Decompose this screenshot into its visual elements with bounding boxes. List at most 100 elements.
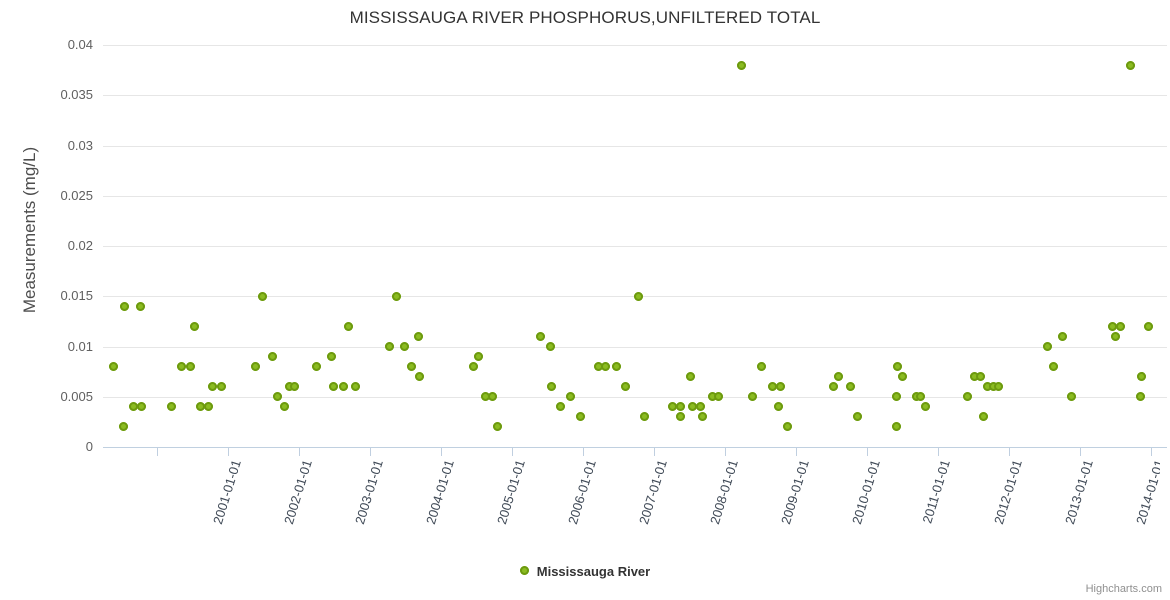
scatter-point[interactable] [1057, 331, 1067, 341]
legend-item-mississauga-river[interactable]: Mississauga River [519, 563, 650, 579]
scatter-point[interactable] [267, 352, 277, 362]
scatter-point[interactable] [406, 362, 416, 372]
scatter-point[interactable] [675, 412, 685, 422]
scatter-point[interactable] [993, 382, 1003, 392]
scatter-point[interactable] [250, 362, 260, 372]
scatter-point[interactable] [736, 60, 746, 70]
scatter-point[interactable] [326, 352, 336, 362]
y-axis-tick-label: 0.04 [67, 37, 93, 52]
scatter-point[interactable] [468, 362, 478, 372]
scatter-point[interactable] [108, 362, 118, 372]
scatter-point[interactable] [639, 412, 649, 422]
scatter-point[interactable] [413, 331, 423, 341]
scatter-point[interactable] [988, 382, 998, 392]
highcharts-credit-link[interactable]: Highcharts.com [1085, 583, 1162, 595]
scatter-point[interactable] [773, 402, 783, 412]
scatter-point[interactable] [891, 392, 901, 402]
scatter-point[interactable] [915, 392, 925, 402]
scatter-point[interactable] [257, 291, 267, 301]
scatter-point[interactable] [1143, 321, 1153, 331]
scatter-point[interactable] [697, 412, 707, 422]
scatter-point[interactable] [555, 402, 565, 412]
scatter-point[interactable] [575, 412, 585, 422]
scatter-point[interactable] [311, 362, 321, 372]
scatter-point[interactable] [828, 382, 838, 392]
scatter-point[interactable] [166, 402, 176, 412]
scatter-point[interactable] [833, 372, 843, 382]
scatter-point[interactable] [747, 392, 757, 402]
x-axis-tick-label: 2007-01-01 [636, 458, 670, 526]
scatter-point[interactable] [487, 392, 497, 402]
scatter-point[interactable] [1066, 392, 1076, 402]
scatter-point[interactable] [546, 382, 556, 392]
scatter-point[interactable] [982, 382, 992, 392]
scatter-point[interactable] [687, 402, 697, 412]
scatter-point[interactable] [675, 402, 685, 412]
scatter-point[interactable] [203, 402, 213, 412]
scatter-point[interactable] [176, 362, 186, 372]
scatter-point[interactable] [756, 362, 766, 372]
scatter-point[interactable] [414, 372, 424, 382]
scatter-point[interactable] [338, 382, 348, 392]
scatter-point[interactable] [767, 382, 777, 392]
scatter-point[interactable] [119, 301, 129, 311]
scatter-point[interactable] [775, 382, 785, 392]
scatter-point[interactable] [289, 382, 299, 392]
scatter-point[interactable] [845, 382, 855, 392]
scatter-point[interactable] [136, 402, 146, 412]
scatter-point[interactable] [667, 402, 677, 412]
scatter-point[interactable] [545, 342, 555, 351]
scatter-point[interactable] [620, 382, 630, 392]
scatter-point[interactable] [216, 382, 226, 392]
scatter-point[interactable] [135, 301, 145, 311]
scatter-point[interactable] [492, 422, 502, 432]
scatter-point[interactable] [473, 352, 483, 362]
scatter-point[interactable] [1115, 321, 1125, 331]
scatter-point[interactable] [565, 392, 575, 402]
scatter-point[interactable] [391, 291, 401, 301]
scatter-point[interactable] [892, 362, 902, 372]
scatter-point[interactable] [1048, 362, 1058, 372]
scatter-point[interactable] [1125, 60, 1135, 70]
scatter-point[interactable] [189, 321, 199, 331]
scatter-point[interactable] [695, 402, 705, 412]
scatter-point[interactable] [284, 382, 294, 392]
scatter-point[interactable] [978, 412, 988, 422]
scatter-point[interactable] [713, 392, 723, 402]
scatter-point[interactable] [600, 362, 610, 372]
scatter-point[interactable] [399, 342, 409, 351]
x-axis-tick [867, 448, 868, 456]
scatter-point[interactable] [118, 422, 128, 432]
scatter-point[interactable] [328, 382, 338, 392]
scatter-point[interactable] [593, 362, 603, 372]
scatter-point[interactable] [279, 402, 289, 412]
scatter-point[interactable] [195, 402, 205, 412]
x-axis-tick-label: 2004-01-01 [423, 458, 457, 526]
scatter-point[interactable] [611, 362, 621, 372]
scatter-point[interactable] [707, 392, 717, 402]
scatter-point[interactable] [685, 372, 695, 382]
scatter-point[interactable] [272, 392, 282, 402]
scatter-point[interactable] [1136, 372, 1146, 382]
scatter-point[interactable] [384, 342, 394, 351]
scatter-point[interactable] [128, 402, 138, 412]
scatter-point[interactable] [1110, 331, 1120, 341]
scatter-point[interactable] [535, 331, 545, 341]
scatter-point[interactable] [891, 422, 901, 432]
scatter-point[interactable] [480, 392, 490, 402]
scatter-point[interactable] [852, 412, 862, 422]
scatter-point[interactable] [920, 402, 930, 412]
scatter-point[interactable] [1042, 342, 1052, 351]
scatter-point[interactable] [350, 382, 360, 392]
scatter-point[interactable] [897, 372, 907, 382]
scatter-point[interactable] [1135, 392, 1145, 402]
scatter-point[interactable] [782, 422, 792, 432]
scatter-point[interactable] [185, 362, 195, 372]
scatter-point[interactable] [969, 372, 979, 382]
scatter-point[interactable] [962, 392, 972, 402]
scatter-point[interactable] [207, 382, 217, 392]
scatter-point[interactable] [633, 291, 643, 301]
scatter-point[interactable] [975, 372, 985, 382]
scatter-point[interactable] [1107, 321, 1117, 331]
scatter-point[interactable] [343, 321, 353, 331]
